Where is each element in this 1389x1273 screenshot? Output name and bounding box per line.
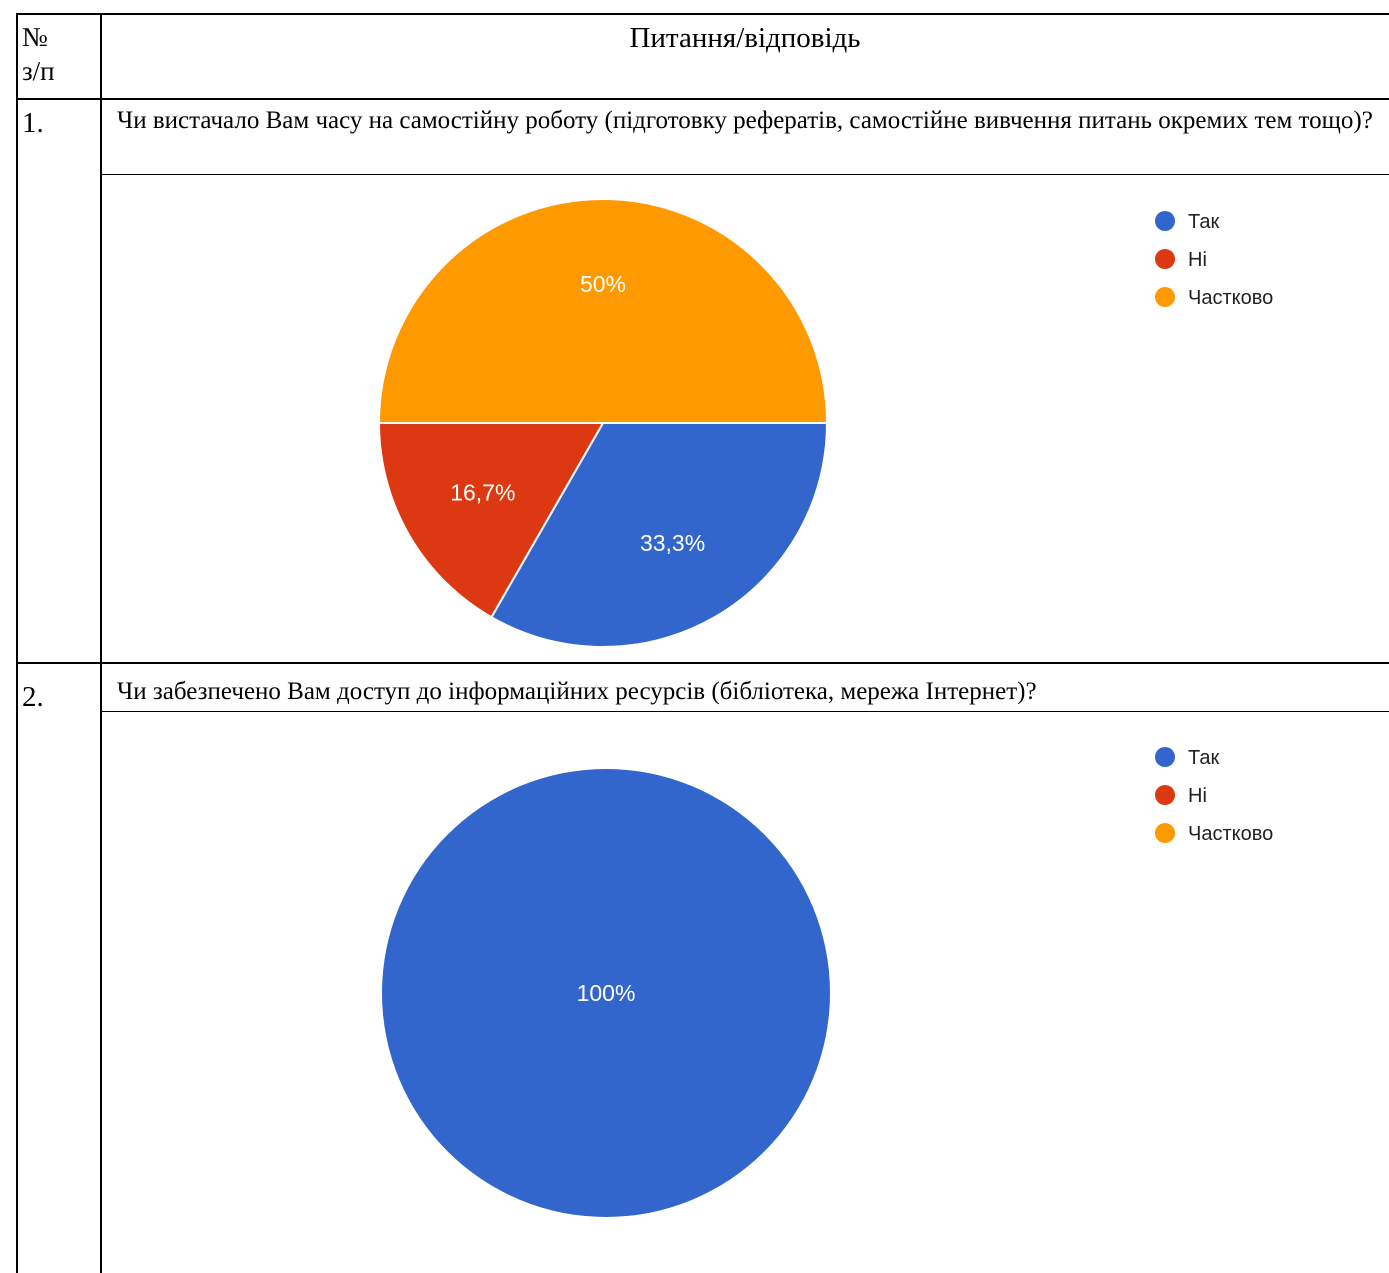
legend-swatch (1155, 211, 1175, 231)
pie-slice-value-label: 16,7% (450, 480, 515, 506)
table-column-divider (100, 13, 102, 1273)
legend-label: Ні (1188, 249, 1207, 271)
number-header-line1: № (22, 22, 48, 52)
pie-chart-access-to-resources: 100% Так Ні Частково (382, 747, 1273, 1217)
legend-swatch (1155, 747, 1175, 767)
pie-slice-value-label: 50% (580, 271, 626, 297)
row1-divider (16, 662, 1389, 664)
legend-label: Частково (1188, 823, 1273, 845)
pie-slice-value-label: 33,3% (640, 530, 705, 556)
pie-slice-Так (382, 769, 830, 1217)
pie-slice-value-label: 100% (577, 980, 636, 1006)
pie-slice-Частково (377, 198, 829, 424)
legend-swatch (1155, 823, 1175, 843)
legend-label: Так (1188, 747, 1219, 769)
legend-swatch (1155, 785, 1175, 805)
header-row-divider (16, 98, 1389, 100)
row-number: 1. (22, 107, 44, 139)
question-text: Чи вистачало Вам часу на самостійну робо… (117, 107, 1373, 134)
legend-swatch (1155, 287, 1175, 307)
question2-underline (102, 711, 1389, 712)
table-border-top (16, 13, 1389, 15)
legend-swatch (1155, 249, 1175, 269)
question1-underline (102, 174, 1389, 175)
number-header-line2: з/п (22, 56, 55, 86)
table-border-left (16, 13, 18, 1273)
legend-label: Так (1188, 211, 1219, 233)
pie-slice-Ні (377, 422, 605, 619)
question-text: Чи забезпечено Вам доступ до інформаційн… (117, 678, 1037, 705)
pie-slice-Так (490, 422, 829, 648)
legend-label: Ні (1188, 785, 1207, 807)
legend-label: Частково (1188, 287, 1273, 309)
question-column-header: Питання/відповідь (629, 22, 861, 54)
row-number: 2. (22, 681, 44, 713)
number-column-header: № з/п (22, 20, 55, 88)
pie-chart-time-for-self-study: 33,3% 16,7% 50% Так Ні Частково (377, 198, 1273, 648)
